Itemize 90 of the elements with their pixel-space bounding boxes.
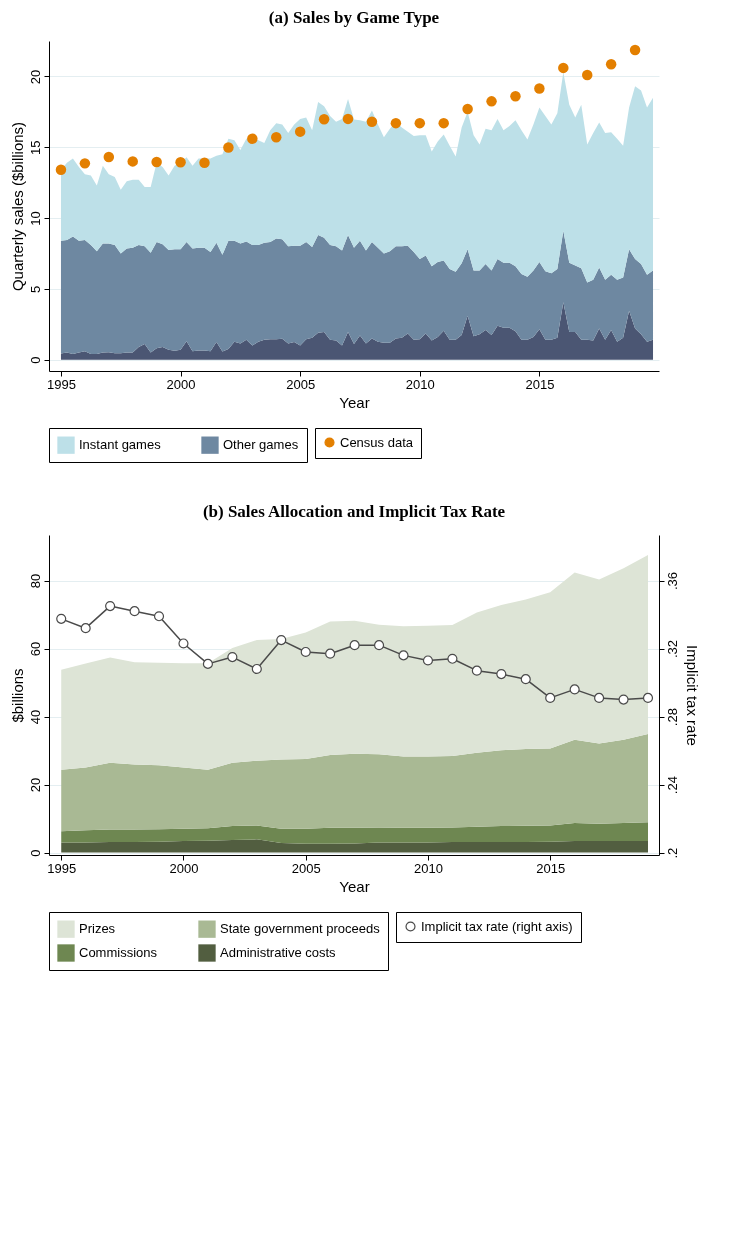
x-tick-label: 2005	[286, 376, 316, 392]
y-axis-title: $billions	[8, 668, 26, 723]
point	[414, 117, 426, 129]
point	[105, 601, 116, 612]
x-axis-title: Year	[339, 393, 370, 411]
y2-tick-label: .28	[664, 708, 680, 727]
point	[558, 62, 569, 74]
y-tick-label: 20	[27, 69, 43, 85]
legend-label: Instant games	[79, 437, 162, 453]
legend-label: Implicit tax rate (right axis)	[421, 918, 573, 934]
y-tick-label: 60	[27, 641, 43, 657]
point	[80, 623, 91, 634]
point	[618, 694, 629, 705]
y-tick-label: 10	[27, 211, 43, 226]
point	[605, 58, 617, 70]
point	[422, 655, 434, 666]
x-tick-label: 2015	[536, 860, 566, 876]
y-tick-label: 15	[27, 140, 43, 155]
point	[447, 653, 458, 664]
x-tick-label: 2005	[291, 860, 321, 876]
point	[349, 640, 360, 651]
legend-label: Administrative costs	[220, 945, 337, 960]
y-axis-title: Quarterly sales ($billions)	[8, 121, 26, 292]
x-axis-title: Year	[339, 877, 370, 895]
point	[318, 113, 330, 125]
point	[151, 156, 162, 168]
point	[153, 611, 165, 622]
y-tick-label: 80	[27, 573, 43, 589]
legend-label: State government proceeds	[220, 921, 381, 937]
x-tick-label: 2015	[525, 376, 555, 392]
point	[227, 652, 238, 663]
legend-label: Other games	[223, 437, 299, 453]
y-tick-label: 20	[27, 777, 43, 793]
y-tick-label: 0	[27, 356, 43, 364]
point	[202, 658, 213, 669]
legend-label: Prizes	[79, 921, 116, 937]
point	[56, 613, 67, 624]
point	[127, 156, 138, 167]
point	[294, 126, 306, 137]
point	[629, 44, 641, 56]
point	[510, 91, 521, 102]
point	[276, 635, 287, 646]
point	[520, 674, 531, 685]
chart-title: (b) Sales Allocation and Implicit Tax Rate	[202, 502, 506, 521]
y-tick-label: 5	[27, 285, 43, 293]
x-tick-label: 1995	[47, 860, 77, 876]
legend-label: Census data	[340, 434, 414, 450]
point	[486, 96, 497, 107]
point	[534, 83, 545, 94]
point	[175, 157, 186, 168]
point	[581, 69, 593, 81]
point	[438, 117, 449, 129]
point	[462, 103, 473, 115]
point	[199, 157, 210, 169]
y-tick-label: 0	[27, 849, 43, 857]
y2-tick-label: .24	[664, 776, 680, 795]
y2-tick-label: .32	[664, 640, 680, 659]
point	[129, 606, 140, 617]
point	[325, 648, 336, 659]
point	[79, 158, 91, 169]
point	[103, 151, 115, 163]
point	[178, 638, 189, 649]
point	[594, 692, 605, 703]
point	[251, 663, 262, 675]
x-tick-label: 1995	[47, 376, 76, 392]
point	[366, 116, 378, 127]
x-tick-label: 2010	[405, 376, 435, 392]
point	[300, 646, 311, 658]
point	[471, 665, 482, 676]
y2-tick-label: .36	[664, 572, 680, 591]
y-tick-label: 40	[27, 709, 43, 725]
chart-title: (a) Sales by Game Type	[268, 8, 440, 27]
point	[271, 132, 282, 143]
y2-axis-title: Implicit tax rate	[683, 645, 701, 746]
point	[223, 142, 234, 153]
x-tick-label: 2000	[169, 860, 199, 876]
point	[373, 640, 385, 651]
point	[545, 692, 556, 703]
point	[342, 113, 354, 125]
point	[398, 650, 409, 661]
y2-tick-label: .2	[664, 847, 680, 859]
legend-label: Commissions	[79, 945, 158, 960]
point	[55, 164, 67, 175]
point	[390, 117, 402, 129]
x-tick-label: 2010	[414, 860, 443, 876]
point	[247, 133, 258, 144]
point	[642, 692, 654, 703]
point	[569, 684, 580, 695]
point	[496, 669, 507, 680]
x-tick-label: 2000	[166, 376, 196, 392]
